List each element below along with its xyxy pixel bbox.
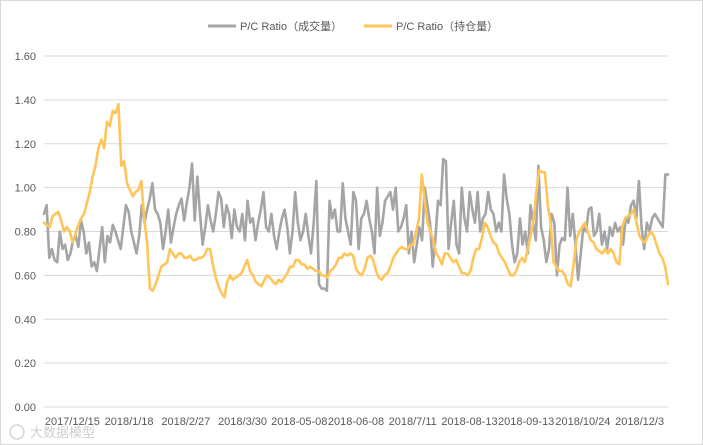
series-line-volume [42, 157, 670, 293]
x-axis-ticks: 2017/12/15 2018/1/18 2018/2/27 2018/3/30 201… [45, 416, 664, 428]
legend: P/C Ratio（成交量） P/C Ratio（持仓量） [208, 19, 498, 33]
y-tick-label: 0.60 [15, 270, 36, 282]
y-tick-label: 1.60 [15, 51, 36, 63]
legend-label-open-interest: P/C Ratio（持仓量） [396, 19, 498, 33]
x-tick-label: 2018-09-13 [498, 416, 554, 428]
y-tick-label: 0.20 [15, 358, 36, 370]
gridlines [44, 55, 668, 408]
watermark: 大数据模型 [9, 424, 95, 440]
x-tick-label: 2018-08-13 [441, 416, 497, 428]
x-tick-label: 2017/12/15 [45, 416, 100, 428]
y-tick-label: 1.00 [15, 183, 36, 195]
series-lines [42, 102, 670, 299]
y-tick-label: 1.40 [15, 95, 36, 107]
y-tick-label: 0.80 [15, 227, 36, 239]
x-tick-label: 2018-06-08 [328, 416, 384, 428]
legend-label-volume: P/C Ratio（成交量） [240, 19, 342, 33]
y-tick-label: 0.00 [15, 402, 36, 414]
x-tick-label: 2018/12/3 [615, 416, 664, 428]
x-tick-label: 2018/7/11 [389, 416, 437, 428]
x-tick-label: 2018/1/18 [105, 416, 154, 428]
y-tick-label: 1.20 [15, 139, 36, 151]
y-axis-ticks: 0.00 0.20 0.40 0.60 0.80 1.00 1.20 1.40 1.60 [15, 51, 36, 414]
watermark-text: 大数据模型 [30, 425, 95, 440]
series-line-open-interest [42, 102, 670, 299]
x-tick-label: 2018/2/27 [161, 416, 210, 428]
y-tick-label: 0.40 [15, 314, 36, 326]
x-tick-label: 2018/10/24 [555, 416, 610, 428]
watermark-logo-icon [9, 424, 25, 440]
x-tick-label: 2018-05-08 [271, 416, 327, 428]
x-tick-label: 2018/3/30 [218, 416, 267, 428]
